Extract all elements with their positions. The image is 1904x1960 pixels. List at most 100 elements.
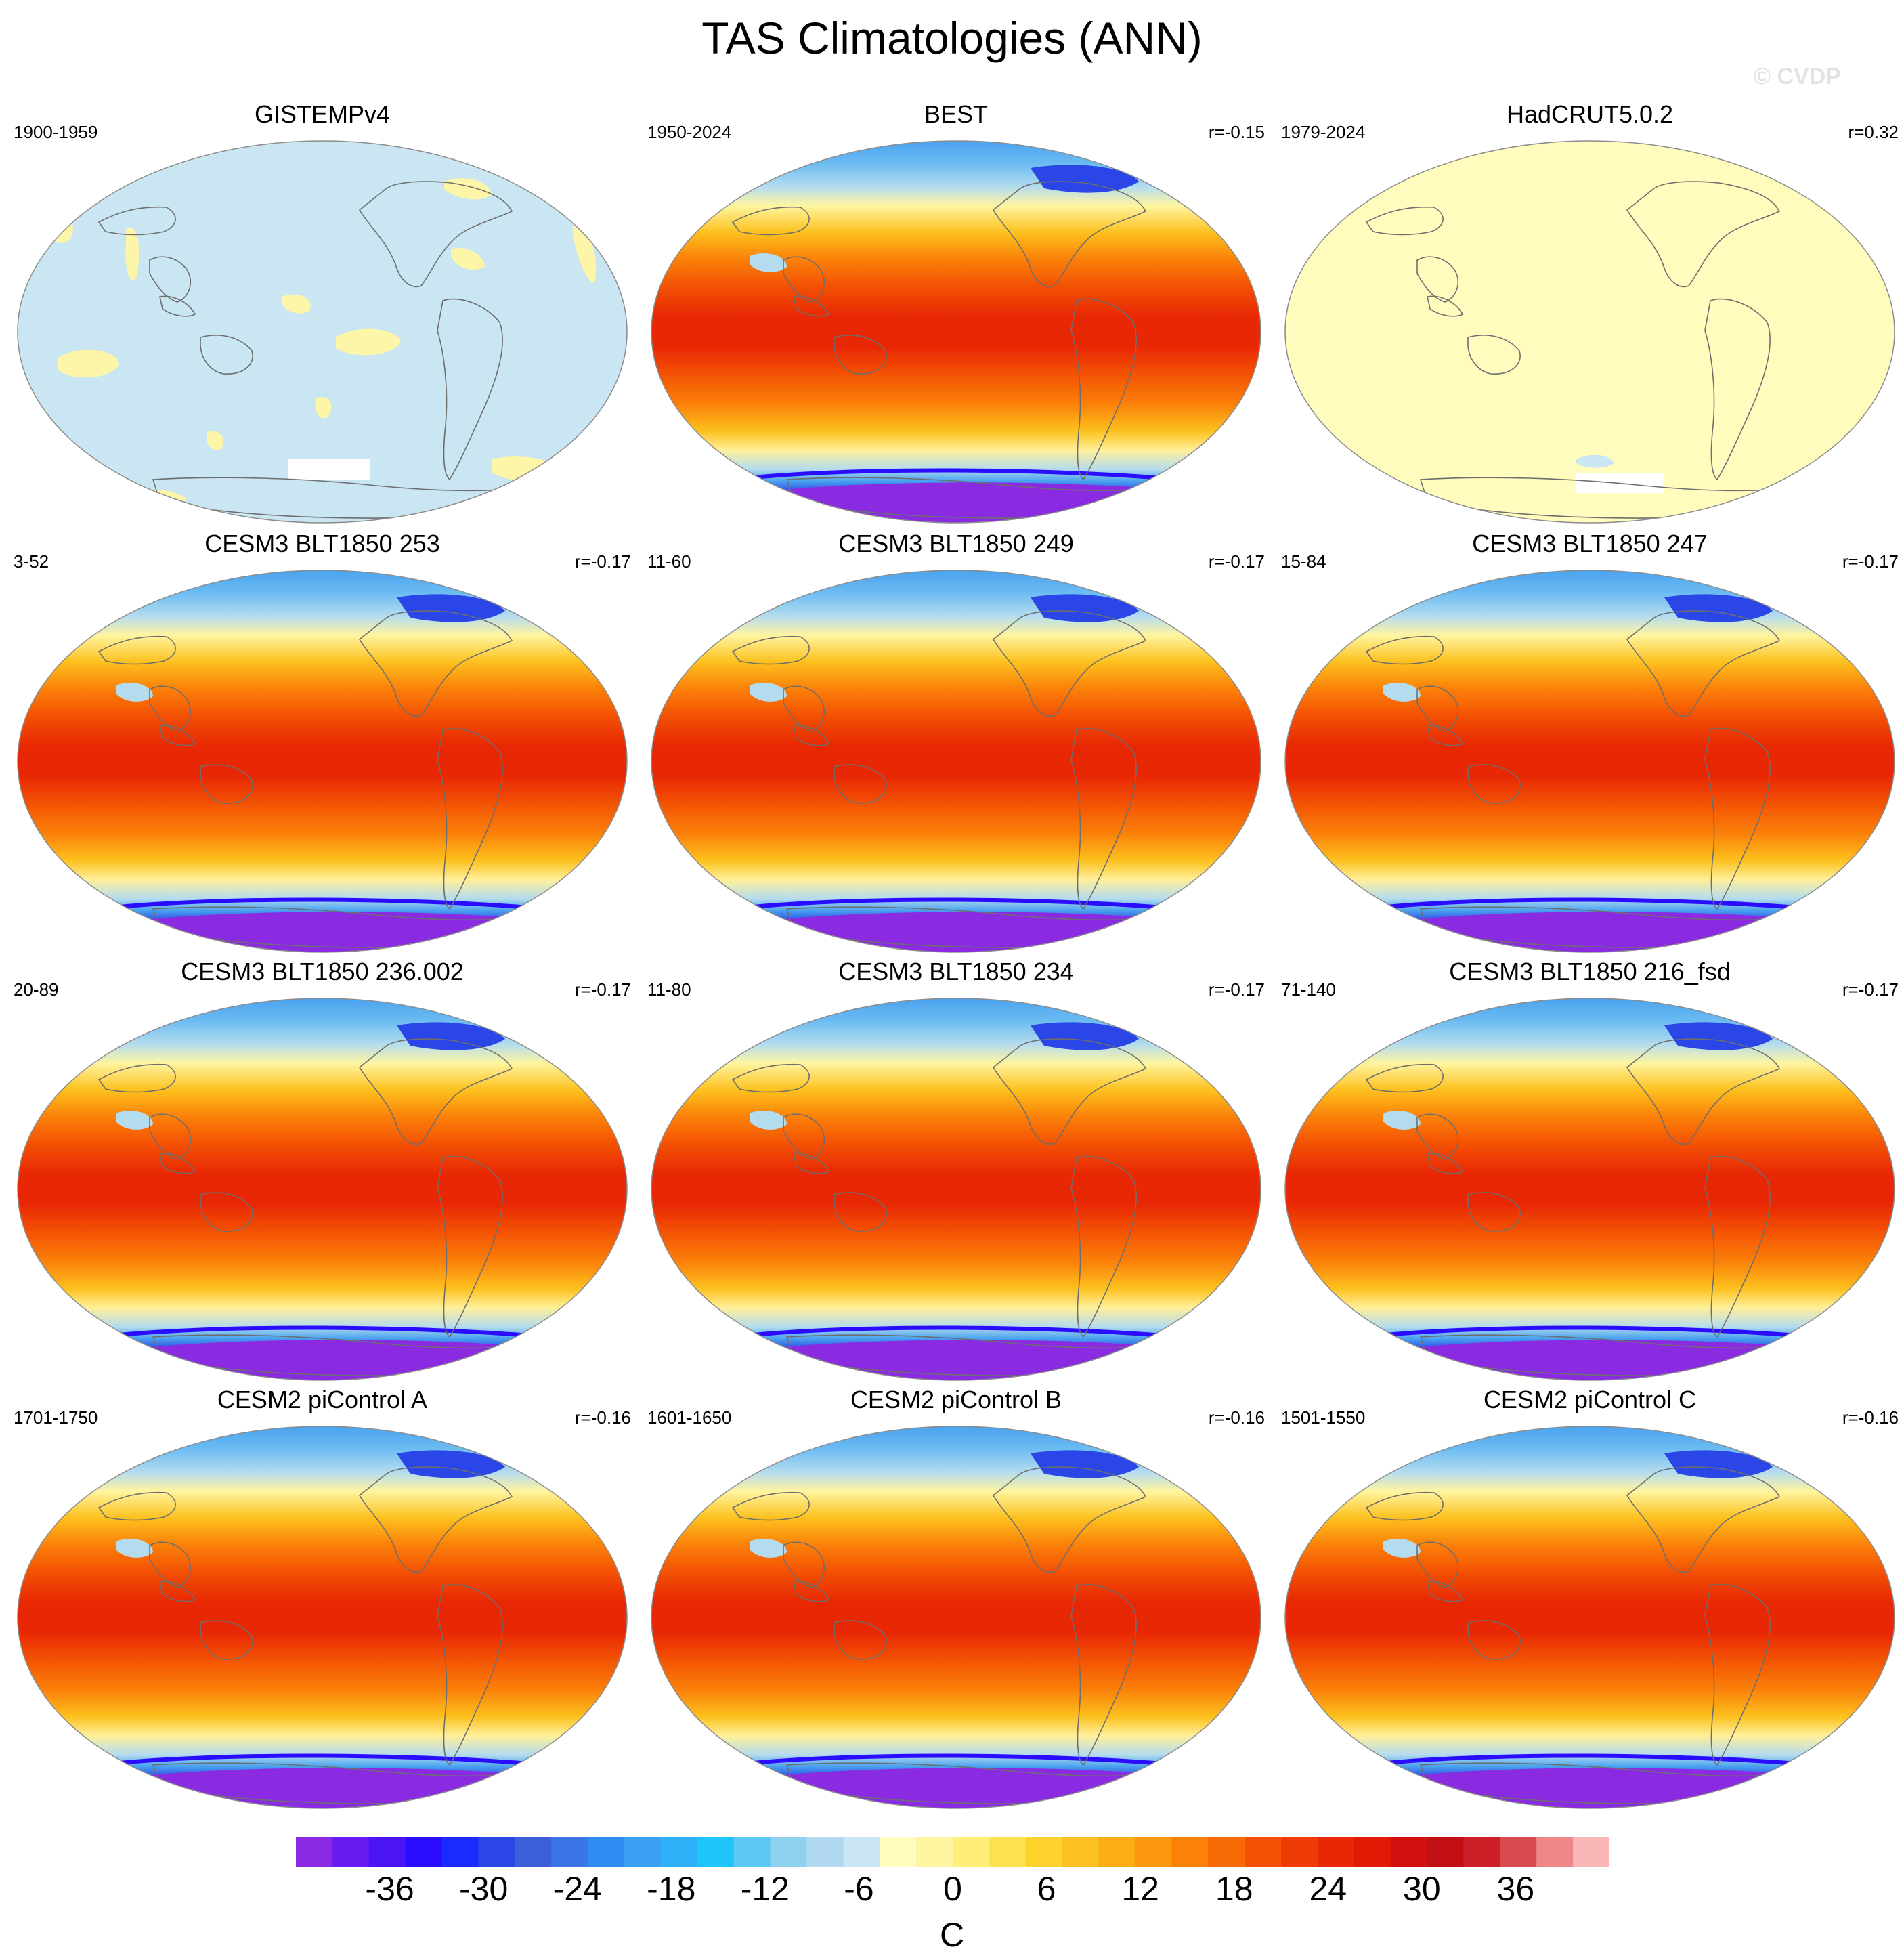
coastline	[1416, 685, 1459, 732]
antarctica-cold-area	[753, 482, 1166, 523]
greenland-cold-area	[397, 1022, 505, 1050]
southern-ocean-band	[732, 1753, 1180, 1767]
greenland-cold-area	[1664, 594, 1773, 622]
coastline	[159, 1581, 196, 1602]
colorbar-swatch	[733, 1837, 771, 1867]
world-map	[17, 570, 628, 953]
coastline	[793, 295, 830, 317]
antarctica-cold-area	[119, 1768, 532, 1808]
coastline	[358, 610, 513, 717]
colorbar-tick-label: 24	[1309, 1870, 1347, 1908]
coastline	[834, 764, 887, 804]
coastline	[358, 1466, 513, 1573]
greenland-cold-area	[1664, 1022, 1773, 1050]
coastline	[783, 256, 825, 303]
colorbar-swatch	[989, 1837, 1026, 1867]
colorbar-swatch	[1245, 1837, 1282, 1867]
world-map	[17, 140, 628, 524]
map-border	[1284, 1426, 1895, 1809]
colorbar-swatch	[660, 1837, 698, 1867]
coastline	[1070, 1155, 1137, 1338]
warm-anomaly-area	[573, 222, 597, 283]
colorbar-swatch	[806, 1837, 844, 1867]
temperature-field	[1285, 570, 1895, 952]
panel-correlation: r=-0.17	[574, 551, 631, 572]
panel-correlation: r=-0.15	[1208, 122, 1265, 142]
colorbar-swatch	[478, 1837, 515, 1867]
panel-period: 11-60	[647, 551, 691, 572]
coastline	[1626, 1038, 1781, 1145]
antarctica-cold-area	[1387, 1340, 1800, 1380]
coastline	[1416, 1113, 1459, 1160]
colorbar-tick-label: -24	[553, 1870, 602, 1908]
colorbar-swatch	[1025, 1837, 1063, 1867]
panel-period: 3-52	[14, 551, 49, 572]
map-panel: CESM3 BLT1850 234 11-80 r=-0.17	[639, 958, 1273, 1386]
world-map	[17, 1426, 628, 1809]
colorbar-swatch	[296, 1837, 333, 1867]
coastline	[731, 206, 810, 236]
temperature-field	[1285, 1426, 1895, 1808]
tibet-cold-area	[1383, 682, 1421, 702]
temperature-field	[651, 998, 1261, 1380]
coastline	[149, 685, 192, 732]
greenland-cold-area	[397, 594, 505, 622]
panel-title: HadCRUT5.0.2	[1506, 100, 1674, 128]
coastline	[200, 335, 253, 375]
panel-correlation: r=-0.17	[1208, 551, 1265, 572]
colorbar-swatch	[1208, 1837, 1245, 1867]
coastline	[783, 1541, 825, 1588]
coastline	[1467, 335, 1521, 375]
coastline	[1070, 298, 1137, 481]
map-border	[1284, 998, 1895, 1381]
coastline	[437, 1155, 503, 1338]
coastline	[149, 256, 192, 303]
tibet-cold-area	[750, 1538, 787, 1558]
warm-anomaly-area	[125, 228, 139, 281]
antarctica-cold-area	[1387, 1768, 1800, 1808]
southern-ocean-band	[98, 897, 546, 911]
colorbar-swatch	[1171, 1837, 1209, 1867]
map-border	[17, 1426, 628, 1809]
coastline	[834, 335, 887, 375]
coastline	[1416, 256, 1459, 303]
colorbar-swatch	[1281, 1837, 1318, 1867]
missing-data-area	[288, 459, 370, 480]
colorbar-swatch	[551, 1837, 588, 1867]
colorbar-swatch	[916, 1837, 953, 1867]
coastline	[358, 1038, 513, 1145]
coastline	[834, 1620, 887, 1660]
map-border	[651, 570, 1261, 953]
colorbar-swatch	[441, 1837, 479, 1867]
map-panel: CESM3 BLT1850 216_fsd 71-140 r=-0.17	[1273, 958, 1904, 1386]
world-map	[1284, 570, 1895, 953]
coastline	[1427, 295, 1464, 317]
coastline	[98, 206, 176, 236]
coastline	[200, 764, 253, 804]
colorbar-tick-label: 18	[1215, 1870, 1253, 1908]
coastline	[1626, 1466, 1781, 1573]
antarctica-cold-area	[1387, 912, 1800, 952]
panel-period: 11-80	[647, 979, 691, 1000]
figure-title: TAS Climatologies (ANN)	[701, 13, 1203, 63]
coastline	[149, 1541, 192, 1588]
panel-period: 15-84	[1281, 551, 1326, 572]
temperature-field	[651, 141, 1261, 523]
coastline	[1365, 1063, 1444, 1093]
temperature-field	[18, 1426, 627, 1808]
coastline	[731, 1491, 810, 1521]
panel-period: 1950-2024	[647, 122, 732, 142]
colorbar-swatch	[1062, 1837, 1100, 1867]
tibet-cold-area	[1383, 1110, 1421, 1130]
world-map	[651, 570, 1261, 953]
antarctica-cold-area	[753, 1768, 1166, 1808]
coastline	[783, 685, 825, 732]
colorbar-tick-label: -6	[844, 1870, 874, 1908]
colorbar-tick-label: -36	[365, 1870, 414, 1908]
colorbar-swatch	[1573, 1837, 1609, 1867]
world-map	[651, 140, 1261, 524]
tibet-cold-area	[116, 682, 153, 702]
coastline	[1416, 1541, 1459, 1588]
tibet-cold-area	[750, 253, 787, 272]
map-panel: CESM3 BLT1850 249 11-60 r=-0.17	[639, 530, 1273, 958]
